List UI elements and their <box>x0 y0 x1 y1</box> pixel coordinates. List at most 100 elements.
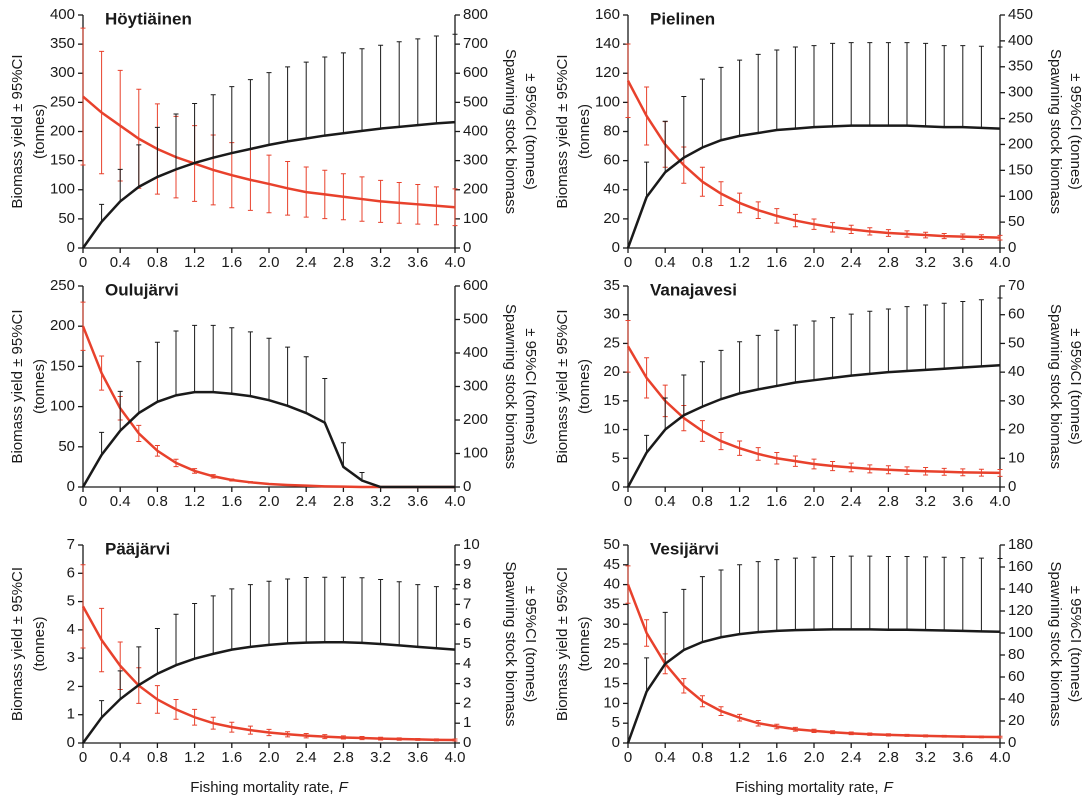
error-bar <box>452 588 458 650</box>
panel-title: Pielinen <box>650 9 715 28</box>
panel: 0 50 100 150 200 250 0 100 200 300 400 500 600 0 0.4 0.… <box>9 277 539 510</box>
x-tick-label: 2.8 <box>333 254 354 271</box>
error-bar <box>266 580 272 645</box>
y-axis-label: (tonnes) <box>31 104 48 159</box>
error-bar <box>681 96 687 158</box>
y2-tick-label: 60 <box>1008 306 1025 323</box>
error-bar <box>755 561 761 633</box>
error-bar <box>340 52 346 134</box>
error-bar <box>396 581 402 646</box>
error-bar <box>322 576 328 643</box>
y-tick-label: 0 <box>67 239 75 256</box>
x-tick-label: 3.2 <box>915 254 936 271</box>
y2-tick-label: 140 <box>1008 580 1033 597</box>
error-bar <box>173 113 179 170</box>
error-bar <box>117 168 123 202</box>
x-tick-label: 1.2 <box>729 493 750 510</box>
y-tick-label: 50 <box>58 438 75 455</box>
error-bar <box>173 330 179 396</box>
y2-tick-label: 200 <box>1008 135 1033 152</box>
y-tick-label: 15 <box>603 675 620 692</box>
y2-tick-label: 600 <box>463 64 488 81</box>
series-line <box>81 641 456 744</box>
x-tick-label: 2.8 <box>878 749 899 766</box>
y2-tick-label: 200 <box>463 411 488 428</box>
x-axis-label: Fishing mortality rate, F <box>190 779 348 796</box>
y-axis-label: Biomass yield ± 95%CI <box>9 54 26 208</box>
y-tick-label: 50 <box>58 210 75 227</box>
x-tick-label: 3.6 <box>952 493 973 510</box>
panel-title: Höytiäinen <box>105 9 192 28</box>
panel: 0 50 100 150 200 250 300 350 400 0 100 200 300 400 500… <box>9 6 539 271</box>
error-bar <box>99 203 105 222</box>
error-bar <box>681 374 687 416</box>
error-bar <box>136 646 142 686</box>
error-bar <box>285 346 291 406</box>
y2-tick-label: 500 <box>463 93 488 110</box>
y-tick-label: 25 <box>603 635 620 652</box>
y2-tick-label: 50 <box>1008 334 1025 351</box>
error-bar <box>941 556 947 631</box>
y-tick-label: 6 <box>67 564 75 581</box>
error-bar <box>415 584 421 647</box>
error-bar <box>322 56 328 136</box>
y-tick-label: 140 <box>595 35 620 52</box>
x-tick-label: 3.6 <box>407 749 428 766</box>
y-tick-label: 2 <box>67 677 75 694</box>
error-bar <box>923 304 929 370</box>
x-tick-label: 1.2 <box>184 254 205 271</box>
x-tick-label: 1.6 <box>766 749 787 766</box>
series-line <box>626 628 1001 744</box>
y-tick-label: 100 <box>595 93 620 110</box>
error-bar <box>247 79 253 149</box>
error-bar <box>285 66 291 142</box>
panel: 0 20 40 60 80 100 120 140 160 0 50 100 150 200 250 300 3… <box>554 6 1084 271</box>
error-bar <box>941 302 947 369</box>
y2-tick-label: 150 <box>1008 161 1033 178</box>
y2-tick-label: 1 <box>463 714 471 731</box>
x-tick-label: 3.6 <box>407 493 428 510</box>
error-bar <box>885 42 891 126</box>
error-bar <box>737 59 743 136</box>
y-tick-label: 250 <box>50 93 75 110</box>
error-bar <box>848 42 854 126</box>
series-line <box>81 390 455 489</box>
y-tick-label: 150 <box>50 152 75 169</box>
x-tick-label: 2.4 <box>841 493 862 510</box>
y-tick-label: 50 <box>603 536 620 553</box>
y-tick-label: 160 <box>595 6 620 23</box>
x-tick-label: 0.8 <box>147 749 168 766</box>
x-axis-label-text: Fishing mortality rate, <box>190 779 333 796</box>
x-tick-label: 0 <box>624 493 632 510</box>
series-line <box>82 95 456 209</box>
y-tick-label: 5 <box>612 449 620 466</box>
y-tick-label: 100 <box>50 398 75 415</box>
y2-tick-label: 100 <box>463 444 488 461</box>
x-tick-label: 3.2 <box>370 493 391 510</box>
error-bar <box>792 324 798 383</box>
error-bar <box>229 588 235 650</box>
error-bar <box>830 317 836 378</box>
error-bar <box>192 324 198 393</box>
y2-tick-label: 700 <box>463 35 488 52</box>
x-tick-label: 1.2 <box>729 254 750 271</box>
x-tick-label: 1.6 <box>221 493 242 510</box>
y-tick-label: 10 <box>603 421 620 438</box>
x-tick-label: 3.6 <box>952 254 973 271</box>
x-tick-label: 3.2 <box>915 749 936 766</box>
x-tick-label: 1.6 <box>221 254 242 271</box>
error-bar <box>885 308 891 373</box>
series-line <box>626 345 1001 475</box>
y2-axis-label: ± 95%CI (tonnes) <box>522 73 539 190</box>
y-tick-label: 3 <box>67 649 75 666</box>
x-tick-label: 2.0 <box>804 749 825 766</box>
x-tick-label: 0.8 <box>147 493 168 510</box>
x-tick-label: 4.0 <box>445 254 466 271</box>
y2-tick-label: 400 <box>1008 32 1033 49</box>
error-bar <box>378 44 384 129</box>
y2-tick-label: 0 <box>463 478 471 495</box>
y-tick-label: 5 <box>612 714 620 731</box>
y2-axis-label: ± 95%CI (tonnes) <box>522 586 539 703</box>
x-tick-label: 2.8 <box>333 493 354 510</box>
x-tick-label: 0.4 <box>110 493 131 510</box>
